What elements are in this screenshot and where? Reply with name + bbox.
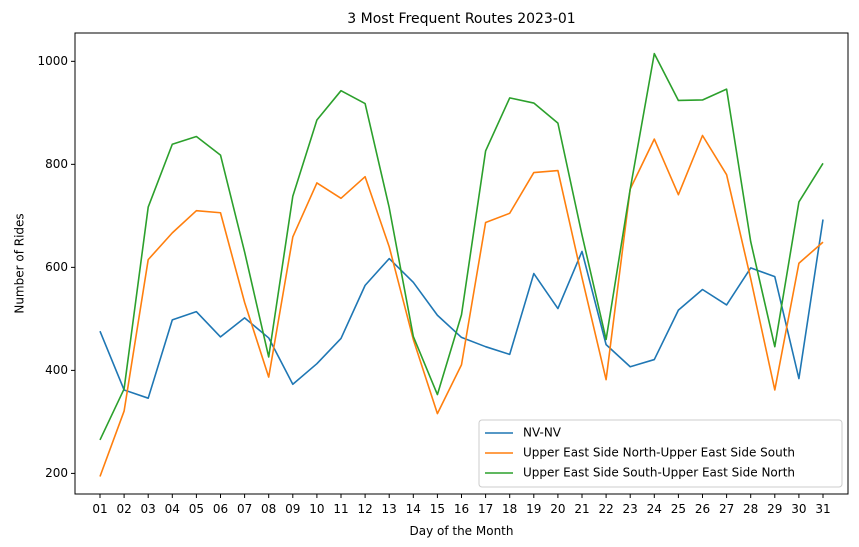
x-tick-label: 28 <box>743 502 758 516</box>
x-tick-label: 03 <box>141 502 156 516</box>
x-tick-label: 29 <box>767 502 782 516</box>
x-tick-label: 23 <box>623 502 638 516</box>
series-line-1 <box>99 219 824 399</box>
y-tick-label: 1000 <box>37 54 68 68</box>
y-axis: 200 400 600 800 1000 <box>37 54 75 480</box>
x-tick-label: 13 <box>382 502 397 516</box>
x-tick-label: 27 <box>719 502 734 516</box>
x-tick-label: 15 <box>430 502 445 516</box>
y-tick-label: 200 <box>45 466 68 480</box>
x-tick-label: 09 <box>285 502 300 516</box>
series-line-3 <box>99 52 824 441</box>
x-tick-label: 24 <box>647 502 662 516</box>
legend-box <box>478 419 843 488</box>
x-tick-label: 20 <box>550 502 565 516</box>
legend-label-3: Upper East Side South-Upper East Side No… <box>523 466 795 480</box>
x-axis-label: Day of the Month <box>409 524 513 538</box>
x-axis: 01 02 03 04 05 06 07 08 09 10 11 12 13 14 15 16 17 18 19 20… <box>92 494 831 516</box>
x-tick-label: 17 <box>478 502 493 516</box>
x-tick-label: 18 <box>502 502 517 516</box>
axes-frame <box>74 32 849 495</box>
x-tick-label: 10 <box>309 502 324 516</box>
series-line-2 <box>99 134 824 477</box>
x-tick-label: 01 <box>92 502 107 516</box>
x-tick-label: 16 <box>454 502 469 516</box>
x-tick-label: 25 <box>671 502 686 516</box>
x-tick-label: 11 <box>333 502 348 516</box>
legend: NV-NV Upper East Side North-Upper East Si… <box>478 419 843 488</box>
x-tick-label: 12 <box>357 502 372 516</box>
x-tick-label: 14 <box>406 502 421 516</box>
x-tick-label: 26 <box>695 502 710 516</box>
x-tick-label: 02 <box>116 502 131 516</box>
x-tick-label: 08 <box>261 502 276 516</box>
x-tick-label: 21 <box>574 502 589 516</box>
y-tick-label: 800 <box>45 157 68 171</box>
x-tick-label: 07 <box>237 502 252 516</box>
legend-label-1: NV-NV <box>523 426 562 440</box>
x-tick-label: 06 <box>213 502 228 516</box>
x-tick-label: 19 <box>526 502 541 516</box>
x-tick-label: 31 <box>815 502 830 516</box>
y-tick-label: 400 <box>45 363 68 377</box>
x-tick-label: 30 <box>791 502 806 516</box>
legend-label-2: Upper East Side North-Upper East Side So… <box>523 446 795 460</box>
x-tick-label: 05 <box>189 502 204 516</box>
x-tick-label: 22 <box>598 502 613 516</box>
chart-title: 3 Most Frequent Routes 2023-01 <box>347 11 575 27</box>
x-tick-label: 04 <box>165 502 180 516</box>
y-axis-label: Number of Rides <box>13 213 27 313</box>
y-tick-label: 600 <box>45 260 68 274</box>
plot-area <box>99 52 824 477</box>
